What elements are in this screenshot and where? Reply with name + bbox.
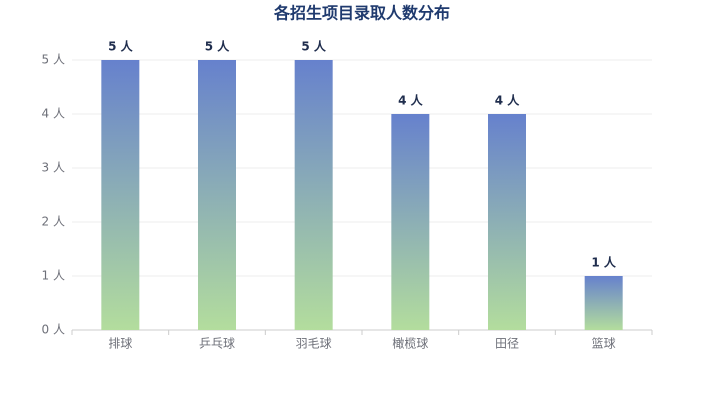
x-tick-label: 排球 — [108, 337, 132, 351]
value-label: 1 人 — [591, 255, 617, 270]
x-tick-label: 羽毛球 — [296, 337, 332, 351]
bar — [198, 60, 236, 330]
y-tick-label: 0 人 — [42, 323, 65, 337]
y-tick-label: 4 人 — [42, 107, 65, 121]
y-tick-label: 5 人 — [42, 53, 65, 67]
value-label: 4 人 — [495, 93, 521, 108]
bar — [294, 60, 333, 330]
value-label: 5 人 — [205, 39, 231, 54]
value-label: 5 人 — [108, 39, 134, 54]
y-tick-label: 3 人 — [42, 161, 65, 175]
bar — [488, 114, 526, 330]
bar — [391, 114, 430, 330]
x-tick-label: 田径 — [495, 337, 519, 351]
chart-title: 各招生项目录取人数分布 — [273, 4, 450, 23]
x-tick-label: 篮球 — [592, 336, 616, 351]
bar — [101, 60, 140, 330]
y-tick-label: 2 人 — [42, 215, 65, 229]
y-tick-label: 1 人 — [42, 269, 65, 283]
value-label: 4 人 — [398, 93, 424, 108]
x-tick-label: 橄榄球 — [392, 336, 428, 351]
value-label: 5 人 — [301, 39, 327, 54]
bar — [584, 276, 623, 330]
x-tick-label: 乒乓球 — [199, 337, 235, 351]
